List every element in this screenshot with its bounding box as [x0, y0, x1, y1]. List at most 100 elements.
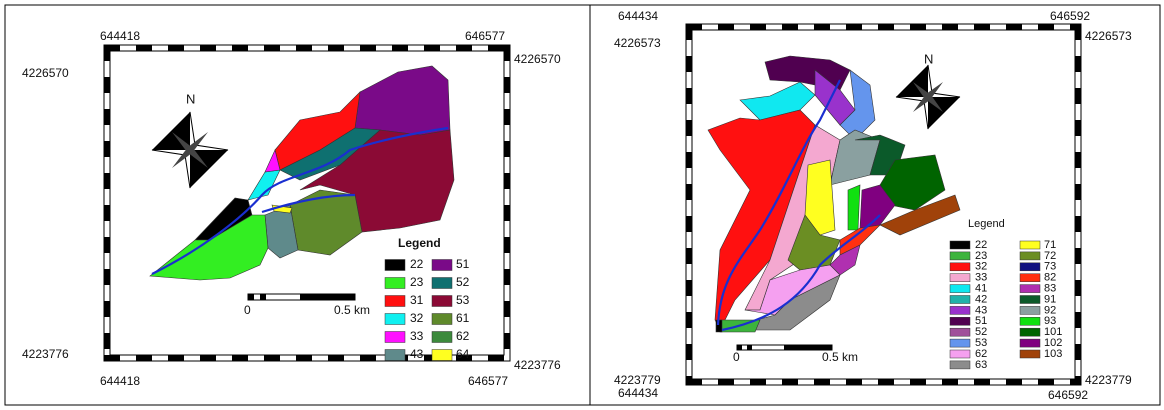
coord-label: 4223779	[1085, 373, 1132, 387]
legend-swatch	[384, 331, 406, 343]
scale-label: 0.5 km	[334, 303, 370, 317]
legend-swatch	[1019, 306, 1041, 315]
legend-label: 22	[410, 257, 424, 271]
legend-swatch	[949, 284, 971, 293]
legend-swatch	[1019, 262, 1041, 272]
legend-title: Legend	[398, 236, 441, 250]
scale-label: 0.5 km	[822, 350, 858, 364]
coord-label: 646577	[465, 29, 505, 43]
legend-swatch	[1019, 273, 1041, 282]
legend-label: 102	[1044, 337, 1062, 349]
legend-swatch	[949, 327, 971, 337]
legend-label: 61	[456, 311, 470, 325]
legend-label: 73	[1044, 261, 1056, 273]
legend-label: 31	[410, 293, 424, 307]
legend-label: 22	[975, 239, 987, 251]
legend-swatch	[384, 295, 406, 307]
coord-label: 4223776	[514, 358, 561, 372]
legend-label: 63	[975, 359, 987, 371]
north-label: N	[924, 51, 933, 66]
legend-swatch	[949, 251, 971, 261]
legend-label: 33	[410, 329, 424, 343]
coord-label: 4223776	[22, 347, 69, 361]
legend-swatch	[949, 317, 971, 326]
legend-label: 72	[1044, 250, 1056, 262]
coord-label: 644434	[618, 386, 658, 400]
legend-swatch	[384, 313, 406, 325]
legend-label: 62	[975, 348, 987, 360]
legend-label: 103	[1044, 348, 1062, 360]
legend-swatch	[1019, 349, 1041, 359]
coord-label: 4226573	[1085, 29, 1132, 43]
coord-label: 4226570	[514, 52, 561, 66]
legend-swatch	[384, 259, 406, 271]
catchment	[707, 55, 961, 333]
legend-swatch	[431, 277, 453, 289]
legend-label: 64	[456, 347, 470, 361]
legend-label: 43	[410, 347, 424, 361]
coord-label: 4226573	[614, 36, 661, 50]
legend-swatch	[949, 262, 971, 272]
legend-label: 51	[456, 257, 470, 271]
coord-label: 646577	[468, 374, 508, 388]
legend-label: 52	[456, 275, 470, 289]
legend-label: 92	[1044, 304, 1056, 316]
legend-swatch	[431, 331, 453, 343]
legend-label: 101	[1044, 326, 1062, 338]
legend-title: Legend	[968, 218, 1005, 230]
legend-swatch	[949, 360, 971, 370]
coord-label: 4223779	[614, 373, 661, 387]
legend-swatch	[1019, 338, 1041, 348]
frame-ticks	[104, 45, 510, 361]
scale-bar	[247, 293, 356, 301]
legend-label: 82	[1044, 272, 1056, 284]
legend-swatch	[949, 240, 971, 250]
legend-swatch	[431, 349, 453, 361]
legend-swatch	[949, 306, 971, 315]
coord-label: 646592	[1050, 9, 1090, 23]
legend-label: 53	[456, 293, 470, 307]
coord-label: 646592	[1048, 388, 1088, 402]
legend-label: 51	[975, 315, 987, 327]
legend-swatch	[1019, 295, 1041, 304]
legend-label: 33	[975, 272, 987, 284]
legend-swatch	[949, 273, 971, 282]
legend-label: 41	[975, 283, 987, 295]
legend-label: 32	[975, 261, 987, 273]
scale-bar	[736, 344, 833, 351]
legend-label: 53	[975, 337, 987, 349]
map-panel: 644434 646592 4226573 4226573 4223779 42…	[614, 9, 1132, 402]
coord-label: 644418	[100, 374, 140, 388]
coord-label: 4226570	[22, 66, 69, 80]
legend-label: 52	[975, 326, 987, 338]
coord-label: 644418	[100, 29, 140, 43]
legend-swatch	[431, 295, 453, 307]
legend-swatch	[384, 349, 406, 361]
legend-label: 32	[410, 311, 424, 325]
legend-swatch	[949, 338, 971, 348]
legend-label: 62	[456, 329, 470, 343]
north-label: N	[186, 91, 195, 106]
legend-swatch	[949, 295, 971, 304]
scale-label: 0	[733, 350, 740, 364]
legend-swatch	[1019, 251, 1041, 261]
legend-swatch	[431, 259, 453, 271]
map-panel: 644418 646577 4226570 4226570 4223776 42…	[22, 29, 561, 388]
north-arrow	[151, 111, 229, 189]
legend-label: 23	[410, 275, 424, 289]
north-arrow	[895, 64, 961, 130]
legend-label: 42	[975, 293, 987, 305]
frame-ticks	[686, 24, 1081, 385]
legend-swatch	[1019, 284, 1041, 293]
legend-swatch	[1019, 240, 1041, 250]
legend-label: 91	[1044, 293, 1056, 305]
legend-label: 43	[975, 304, 987, 316]
coord-label: 644434	[618, 9, 658, 23]
legend-swatch	[1019, 317, 1041, 326]
catchment	[149, 65, 455, 281]
legend-label: 93	[1044, 315, 1056, 327]
legend-label: 71	[1044, 239, 1056, 251]
legend-swatch	[384, 277, 406, 289]
scale-label: 0	[244, 303, 251, 317]
